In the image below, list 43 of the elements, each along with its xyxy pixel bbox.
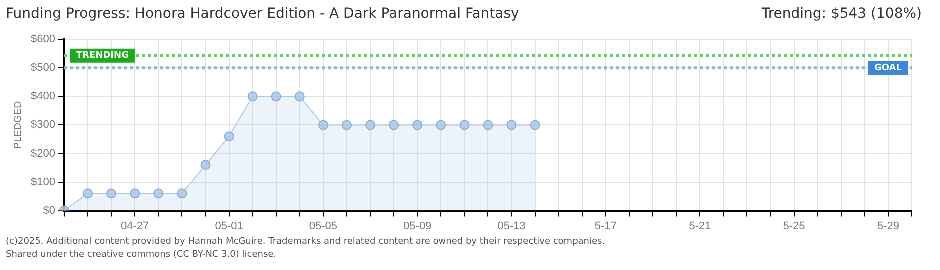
x-tick-label: 04-27 bbox=[121, 220, 150, 232]
chart-title: Funding Progress: Honora Hardcover Edition - A Dark Paranormal Fantasy bbox=[6, 6, 520, 22]
point bbox=[83, 188, 94, 199]
point bbox=[154, 188, 164, 199]
point bbox=[248, 92, 258, 102]
y-tick-label: $400 bbox=[30, 90, 56, 103]
y-tick-label: $300 bbox=[30, 119, 56, 132]
ref-line-label: GOAL bbox=[874, 63, 902, 74]
y-tick-label: $500 bbox=[30, 62, 56, 74]
x-tick-label: 5-25 bbox=[783, 220, 806, 232]
y-tick-label: $600 bbox=[30, 34, 56, 46]
x-tick-label: 05-01 bbox=[215, 220, 244, 232]
point bbox=[412, 120, 423, 130]
point bbox=[200, 160, 211, 170]
point bbox=[318, 120, 328, 130]
text: Shared under the creative commons (CC BY-NC 3.0) license. bbox=[6, 250, 277, 260]
x-tick-label: 05-09 bbox=[404, 220, 432, 232]
text: Trending: $543 (108%) bbox=[762, 6, 922, 22]
x-tick-label: 5-21 bbox=[689, 220, 712, 232]
point bbox=[106, 188, 117, 199]
x-tick-label: 5-17 bbox=[594, 220, 617, 232]
y-tick-label: $0 bbox=[43, 204, 56, 217]
y-tick-label: $100 bbox=[30, 176, 56, 188]
point bbox=[177, 188, 188, 199]
point bbox=[342, 120, 352, 130]
x-tick-label: 05-13 bbox=[498, 220, 526, 232]
point bbox=[224, 132, 234, 142]
point bbox=[389, 120, 400, 130]
point bbox=[460, 120, 470, 130]
point bbox=[271, 92, 282, 102]
x-tick-label: 5-29 bbox=[877, 220, 900, 232]
point bbox=[483, 120, 494, 130]
x-tick-label: 05-05 bbox=[309, 220, 338, 232]
point bbox=[130, 188, 140, 199]
point bbox=[506, 120, 517, 130]
point bbox=[366, 120, 376, 130]
y-tick-label: $200 bbox=[30, 148, 56, 160]
point bbox=[436, 120, 446, 130]
ref-line-label: TRENDING bbox=[76, 51, 129, 62]
point bbox=[530, 120, 540, 130]
text: (c)2025. Additional content provided by Hannah McGuire. Trademarks and related content are owned by their respective companies. bbox=[6, 237, 606, 247]
y-axis-title: PLEDGED bbox=[12, 101, 24, 150]
point bbox=[294, 92, 305, 102]
